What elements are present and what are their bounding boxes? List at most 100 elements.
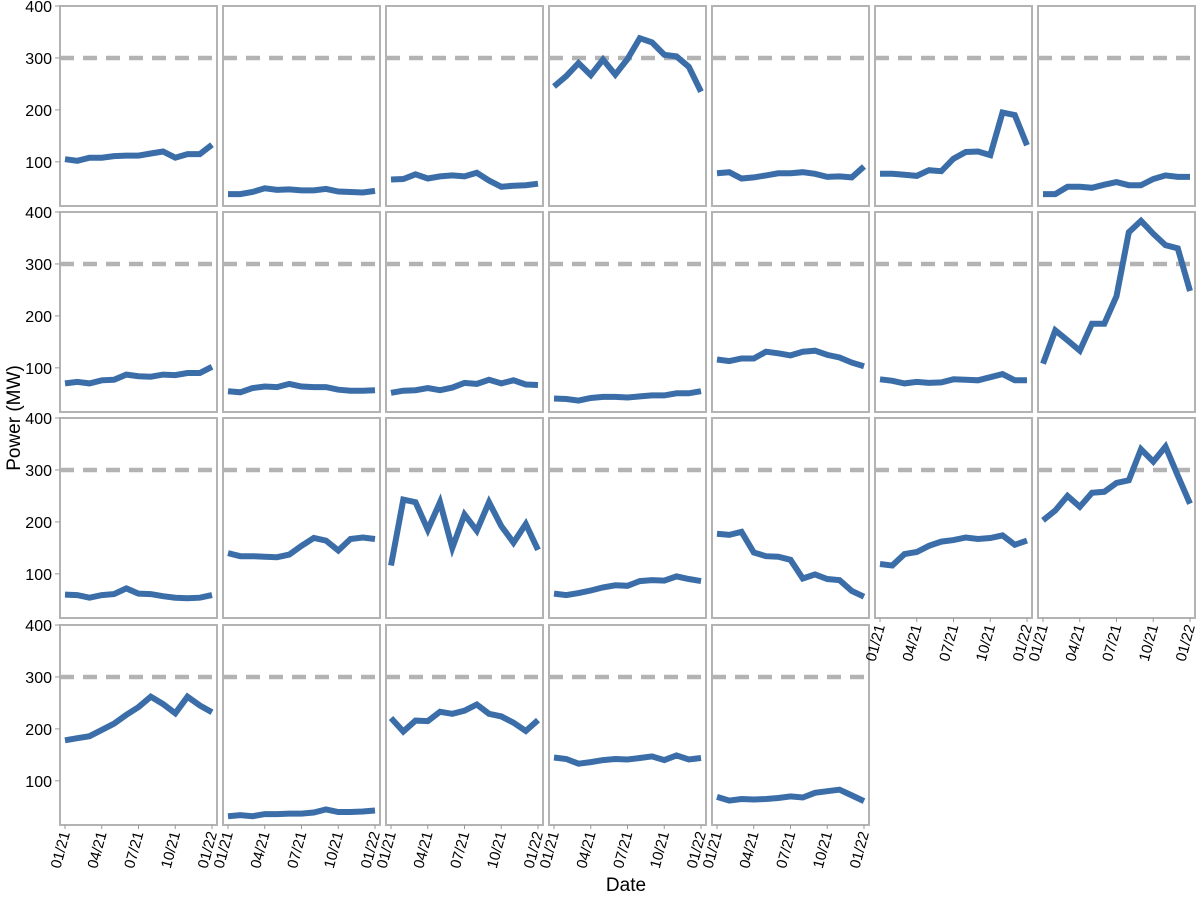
x-tick-label: 10/21 xyxy=(321,830,347,871)
series-line xyxy=(553,573,702,599)
x-tick-label: 07/21 xyxy=(121,830,147,871)
panel-frame xyxy=(1037,5,1196,207)
x-tick-label: 01/22 xyxy=(847,830,873,871)
series-line xyxy=(716,786,866,804)
panel-19 xyxy=(711,417,870,619)
panel-10 xyxy=(385,211,544,413)
panel-frame xyxy=(874,417,1033,619)
panel-2 xyxy=(222,5,381,207)
panel-frame xyxy=(711,211,870,413)
panel-21 xyxy=(1037,417,1196,619)
panel-frame xyxy=(548,211,707,413)
x-axis-title: Date xyxy=(606,875,646,896)
series-line xyxy=(716,528,866,600)
panel-frame xyxy=(222,624,381,826)
series-line xyxy=(1043,172,1190,198)
x-tick-label: 07/21 xyxy=(284,830,310,871)
y-axis-title: Power (MW) xyxy=(4,365,25,471)
y-tick-label: 300 xyxy=(25,463,52,480)
series-line xyxy=(228,185,376,198)
y-tick-label: 200 xyxy=(25,722,52,739)
panel-3 xyxy=(385,5,544,207)
y-tick-label: 100 xyxy=(25,567,52,584)
series-line xyxy=(553,752,702,767)
series-line xyxy=(552,34,704,94)
series-line xyxy=(880,108,1030,179)
series-line xyxy=(553,388,702,404)
panel-17 xyxy=(385,417,544,619)
panel-1 xyxy=(59,5,218,207)
x-tick-label: 04/21 xyxy=(573,830,599,871)
series-line xyxy=(1040,216,1193,365)
y-tick-label: 300 xyxy=(25,257,52,274)
panel-frame xyxy=(59,417,218,619)
y-tick-label: 400 xyxy=(25,618,52,635)
panel-8 xyxy=(59,211,218,413)
panel-6 xyxy=(874,5,1033,207)
series-line xyxy=(879,370,1027,387)
panel-11 xyxy=(548,211,707,413)
x-tick-label: 04/21 xyxy=(410,830,436,871)
panel-23 xyxy=(222,624,381,826)
y-tick-label: 200 xyxy=(25,103,52,120)
x-tick-label: 04/21 xyxy=(899,623,925,664)
x-tick-label: 04/21 xyxy=(736,830,762,871)
y-tick-label: 300 xyxy=(25,670,52,687)
x-tick-label: 07/21 xyxy=(610,830,636,871)
x-tick-label: 10/21 xyxy=(158,830,184,871)
panel-7 xyxy=(1037,5,1196,207)
panel-9 xyxy=(222,211,381,413)
y-tick-label: 100 xyxy=(25,774,52,791)
x-tick-label: 04/21 xyxy=(247,830,273,871)
series-line xyxy=(388,700,540,736)
panel-14 xyxy=(1037,211,1196,413)
panel-4 xyxy=(548,5,707,207)
panel-5 xyxy=(711,5,870,207)
series-line xyxy=(390,376,539,396)
panel-frame xyxy=(222,417,381,619)
panel-25 xyxy=(548,624,707,826)
x-tick-label: 07/21 xyxy=(936,623,962,664)
panel-20 xyxy=(874,417,1033,619)
panel-frame xyxy=(548,624,707,826)
x-tick-label: 07/21 xyxy=(447,830,473,871)
x-tick-label: 10/21 xyxy=(484,830,510,871)
series-line xyxy=(716,347,865,370)
series-line xyxy=(227,806,376,820)
panel-frame xyxy=(59,624,218,826)
y-tick-label: 100 xyxy=(25,155,52,172)
panel-frame xyxy=(548,5,707,207)
x-tick-label: 04/21 xyxy=(84,830,110,871)
panel-frame xyxy=(1037,417,1196,619)
panel-18 xyxy=(548,417,707,619)
series-line xyxy=(227,534,376,561)
y-tick-label: 400 xyxy=(25,0,52,16)
series-line xyxy=(716,164,866,182)
series-line xyxy=(64,142,214,164)
panel-16 xyxy=(222,417,381,619)
x-tick-label: 10/21 xyxy=(973,623,999,664)
series-line xyxy=(879,532,1028,569)
series-line xyxy=(388,493,541,567)
series-line xyxy=(1041,440,1193,523)
x-tick-label: 01/22 xyxy=(1173,623,1199,664)
panel-frame xyxy=(59,5,218,207)
x-tick-label: 07/21 xyxy=(773,830,799,871)
panel-13 xyxy=(874,211,1033,413)
y-tick-label: 400 xyxy=(25,205,52,222)
panel-frame xyxy=(1037,211,1196,413)
x-tick-label: 01/21 xyxy=(48,830,74,871)
y-tick-label: 400 xyxy=(25,411,52,428)
series-line xyxy=(390,169,539,190)
y-tick-label: 100 xyxy=(25,361,52,378)
panel-15 xyxy=(59,417,218,619)
x-tick-label: 10/21 xyxy=(810,830,836,871)
panel-24 xyxy=(385,624,544,826)
series-line xyxy=(64,692,214,744)
x-tick-label: 10/21 xyxy=(647,830,673,871)
x-tick-label: 10/21 xyxy=(1136,623,1162,664)
series-line xyxy=(227,380,376,396)
series-line xyxy=(64,585,213,602)
